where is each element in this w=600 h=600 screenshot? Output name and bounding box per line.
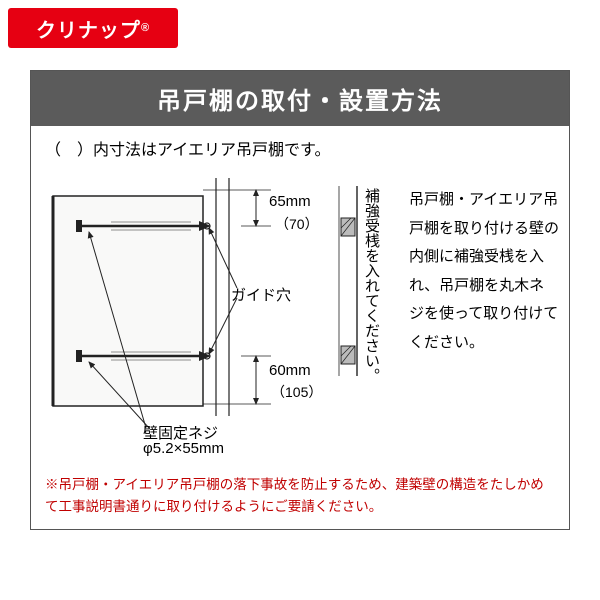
panel-subtitle: （ ）内寸法はアイエリア吊戸棚です。: [31, 126, 569, 166]
dim-top: 65mm: [269, 193, 311, 210]
brand-logo: クリナップ®: [8, 8, 178, 48]
warning-footnote: ※吊戸棚・アイエリア吊戸棚の落下事故を防止するため、建築壁の構造をたしかめて工事…: [31, 466, 569, 527]
panel-title: 吊戸棚の取付・設置方法: [31, 71, 569, 126]
instruction-panel: 吊戸棚の取付・設置方法 （ ）内寸法はアイエリア吊戸棚です。: [30, 70, 570, 530]
dim-bottom-alt: （105）: [271, 382, 322, 402]
guide-hole-label: ガイド穴: [231, 284, 291, 305]
dim-bottom: 60mm: [269, 362, 311, 379]
vertical-instruction: 補強受桟を入れてください。: [361, 188, 382, 408]
side-paragraph: 吊戸棚・アイエリア吊戸棚を取り付ける壁の内側に補強受桟を入れ、吊戸棚を丸木ネジを…: [409, 186, 559, 357]
installation-diagram: [41, 166, 401, 466]
content-area: 65mm （70） 60mm （105） ガイド穴 壁固定ネジ φ5.2×55m…: [31, 166, 569, 466]
brand-logo-text: クリナップ: [36, 14, 141, 43]
screw-spec-line2: φ5.2×55mm: [143, 440, 224, 457]
dim-top-alt: （70）: [275, 214, 319, 234]
